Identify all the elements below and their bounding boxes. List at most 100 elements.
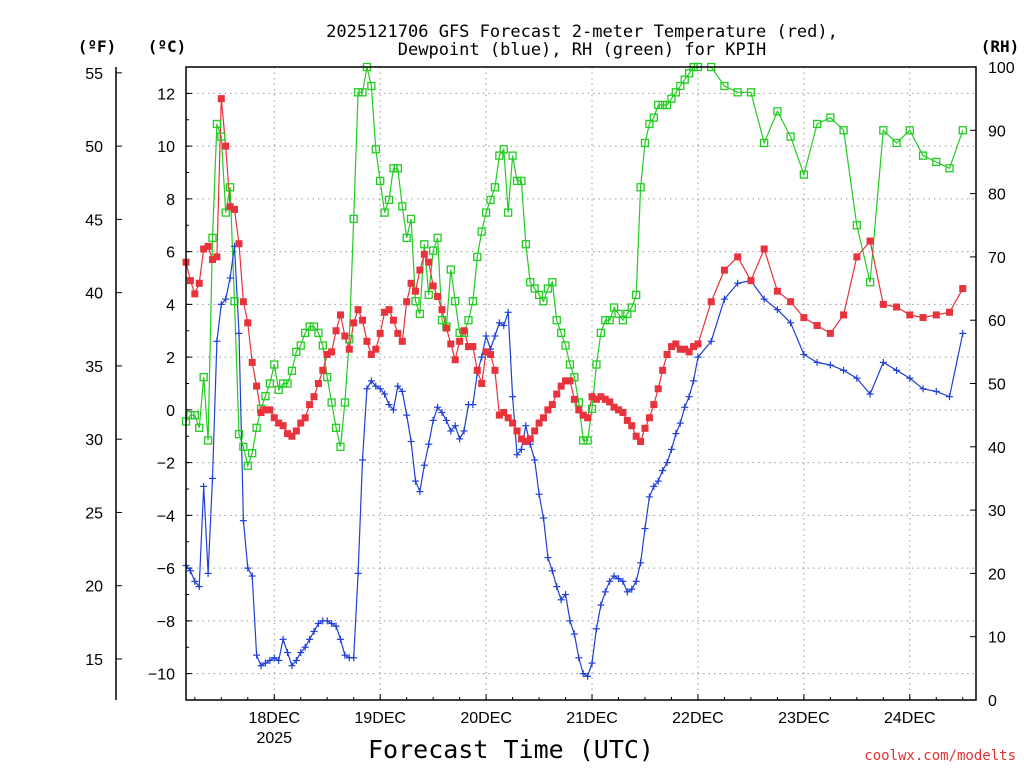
temperature-point xyxy=(623,416,631,424)
temperature-point xyxy=(773,287,781,295)
dewpoint-point xyxy=(787,319,795,327)
plot-frame xyxy=(185,66,977,701)
dewpoint-point xyxy=(284,649,292,657)
temperature-point xyxy=(434,292,442,300)
rh-point xyxy=(601,316,610,325)
rh-point xyxy=(287,366,297,375)
temperature-point xyxy=(800,314,808,322)
rh-point xyxy=(305,322,314,331)
temperature-point xyxy=(597,393,605,401)
temperature-point xyxy=(601,395,609,403)
celsius-tick-label: −4 xyxy=(157,508,175,525)
temperature-point xyxy=(323,350,331,358)
dewpoint-point xyxy=(253,651,261,659)
dewpoint-point xyxy=(893,366,901,374)
rh-point xyxy=(526,278,535,287)
dewpoint-point xyxy=(906,374,914,382)
temperature-point xyxy=(336,311,344,319)
dewpoint-point xyxy=(566,617,574,625)
dewpoint-point xyxy=(411,477,419,485)
rh-point xyxy=(587,404,597,413)
temperature-point xyxy=(456,337,464,345)
dewpoint-point xyxy=(813,358,821,366)
dewpoint-point xyxy=(306,635,314,643)
rh-point xyxy=(261,392,270,401)
credit-link[interactable]: coolwx.com/modelts xyxy=(864,748,1016,764)
temperature-point xyxy=(253,382,261,390)
rh-point xyxy=(424,290,433,300)
dewpoint-point xyxy=(539,514,547,522)
dewpoint-point xyxy=(672,430,680,438)
rh-point xyxy=(667,94,676,103)
celsius-tick-label: −10 xyxy=(148,667,175,684)
temperature-point xyxy=(672,340,680,348)
dewpoint-point xyxy=(292,656,300,664)
dewpoint-point xyxy=(204,569,212,577)
dewpoint-point xyxy=(389,406,397,414)
dewpoint-point xyxy=(288,662,296,670)
temperature-point xyxy=(447,340,455,348)
series-plot xyxy=(181,62,967,680)
dewpoint-point xyxy=(690,377,698,385)
fahrenheit-tick-label: 55 xyxy=(85,66,103,83)
celsius-axis-label: (ºC) xyxy=(148,37,187,56)
temperature-point xyxy=(650,401,658,409)
rh-point xyxy=(508,151,517,160)
dewpoint-point xyxy=(504,308,512,316)
rh-point xyxy=(892,138,901,148)
fahrenheit-tick-label: 15 xyxy=(85,652,103,669)
rh-point xyxy=(221,208,230,217)
rh-point xyxy=(358,88,367,97)
celsius-tick-label: −8 xyxy=(157,614,175,631)
temperature-point xyxy=(787,298,795,306)
rh-point xyxy=(852,221,861,230)
temperature-point xyxy=(279,422,287,430)
temperature-point xyxy=(866,237,874,245)
rh-point xyxy=(504,208,513,217)
dewpoint-point xyxy=(398,387,406,395)
temperature-point xyxy=(407,279,415,287)
temperature-point xyxy=(919,314,927,322)
rh-point xyxy=(265,379,275,388)
dewpoint-point xyxy=(615,575,623,583)
rh-tick-label: 80 xyxy=(988,187,1006,204)
dewpoint-point xyxy=(919,385,927,393)
dewpoint-point xyxy=(548,567,556,575)
dewpoint-point xyxy=(663,459,671,467)
rh-tick-label: 10 xyxy=(988,630,1006,647)
temperature-point xyxy=(389,316,397,324)
temperature-point xyxy=(367,350,375,358)
dewpoint-point xyxy=(535,490,543,498)
temperature-point xyxy=(394,329,402,337)
rh-point xyxy=(270,360,279,369)
temperature-point xyxy=(473,366,481,374)
dewpoint-point xyxy=(645,493,653,501)
rh-point xyxy=(301,328,310,338)
celsius-tick-label: 4 xyxy=(166,297,175,314)
rh-point xyxy=(252,423,261,432)
rh-point xyxy=(543,284,553,293)
temperature-point xyxy=(284,430,292,438)
rh-point xyxy=(376,176,385,186)
rh-point xyxy=(349,214,358,224)
x-axis-title: Forecast Time (UTC) xyxy=(368,735,654,764)
temperature-point xyxy=(217,95,225,103)
dewpoint-point xyxy=(879,358,887,366)
rh-point xyxy=(826,113,835,122)
temperature-point xyxy=(522,438,530,446)
temperature-point xyxy=(244,319,252,327)
temperature-point xyxy=(694,340,702,348)
rh-point xyxy=(490,183,500,192)
temperature-point xyxy=(959,285,967,293)
rh-point xyxy=(446,265,455,274)
temperature-point xyxy=(301,414,309,422)
dewpoint-point xyxy=(800,350,808,358)
dewpoint-point xyxy=(606,577,614,585)
rh-point xyxy=(658,100,667,110)
dewpoint-point xyxy=(584,672,592,680)
rh-point xyxy=(212,119,222,129)
dewpoint-point xyxy=(650,482,658,490)
celsius-tick-label: 0 xyxy=(166,403,175,420)
temperature-point xyxy=(575,406,583,414)
dewpoint-point xyxy=(367,377,375,385)
